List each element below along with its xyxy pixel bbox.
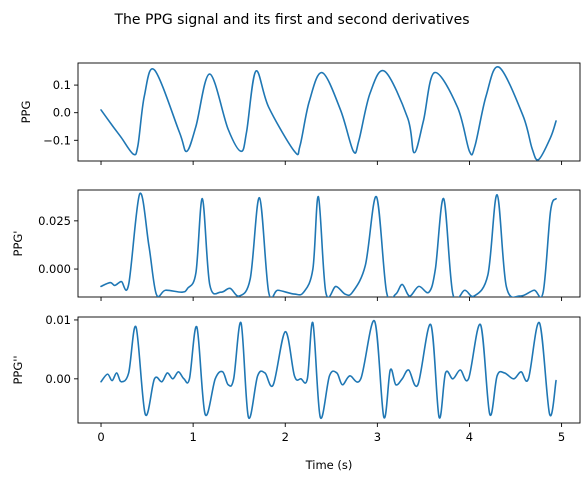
y-tick-label-ppg-first-derivative: 0.025	[38, 214, 71, 228]
subplot-ppg-first-derivative: 0.025 0.000 PPG'	[11, 190, 580, 301]
plot-area-ppg-second-derivative	[78, 317, 580, 423]
x-tick-label: 4	[466, 430, 473, 444]
y-tick-label-ppg-second-derivative: 0.00	[45, 372, 71, 386]
y-tick-label-ppg: 0.1	[53, 78, 71, 92]
y-axis-label-ppg-first-derivative: PPG'	[11, 231, 25, 257]
y-tick-label-ppg-first-derivative: 0.000	[38, 262, 71, 276]
subplot-ppg-second-derivative: 0.01 0.00 PPG'' 0 1 2 3 4 5	[11, 313, 580, 444]
x-tick-label: 0	[97, 430, 104, 444]
x-tick-label: 2	[282, 430, 289, 444]
y-tick-label-ppg: −0.1	[43, 133, 71, 147]
series-line-ppg	[101, 67, 556, 160]
series-line-ppg-second-derivative	[101, 321, 556, 419]
y-axis-label-ppg-second-derivative: PPG''	[11, 355, 25, 384]
x-tick-label: 3	[374, 430, 381, 444]
plot-area-ppg	[78, 63, 580, 161]
series-line-ppg-first-derivative	[101, 193, 556, 300]
subplot-ppg: 0.1 0.0 −0.1 PPG	[19, 63, 580, 165]
x-axis-label: Time (s)	[305, 458, 353, 472]
y-axis-label-ppg: PPG	[19, 101, 33, 124]
y-tick-label-ppg-second-derivative: 0.01	[45, 313, 71, 327]
y-tick-label-ppg: 0.0	[53, 106, 71, 120]
x-tick-label: 5	[558, 430, 565, 444]
chart-title: The PPG signal and its first and second …	[113, 12, 469, 28]
x-tick-label: 1	[189, 430, 196, 444]
